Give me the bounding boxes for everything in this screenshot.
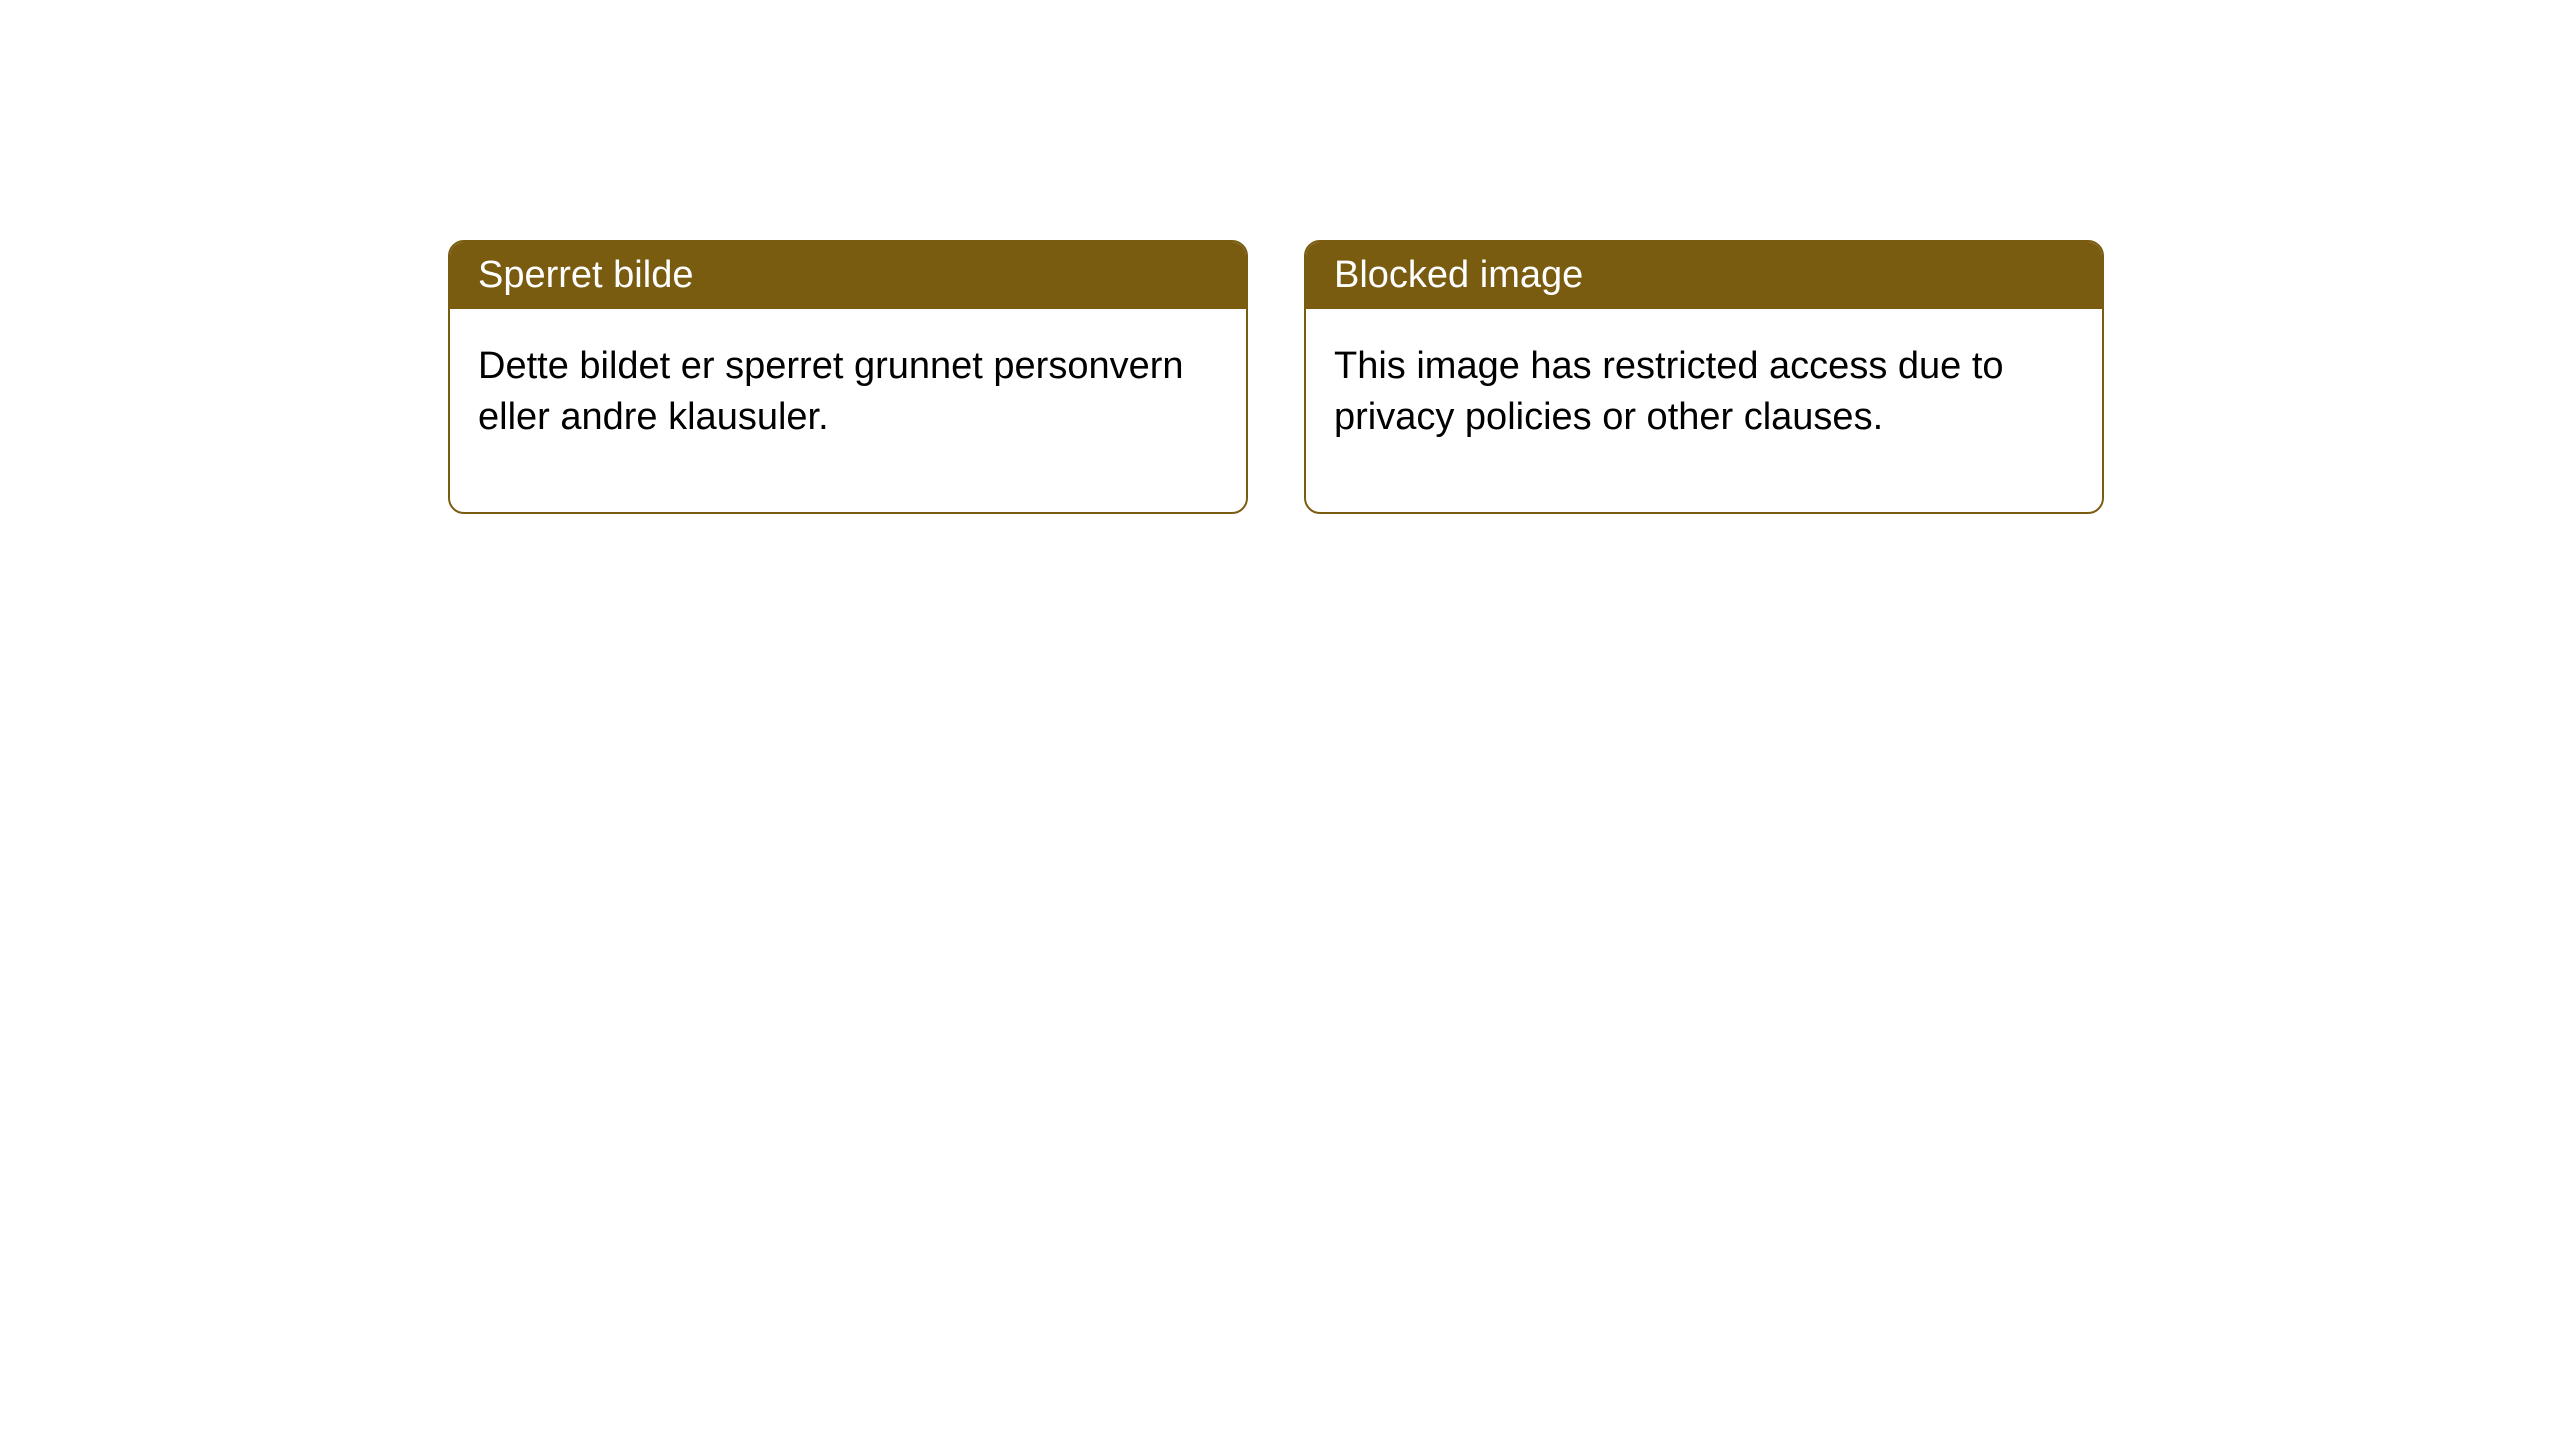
notice-title: Sperret bilde <box>450 242 1246 309</box>
notice-container: Sperret bilde Dette bildet er sperret gr… <box>0 0 2560 514</box>
notice-body: This image has restricted access due to … <box>1306 309 2102 512</box>
notice-title: Blocked image <box>1306 242 2102 309</box>
notice-card-english: Blocked image This image has restricted … <box>1304 240 2104 514</box>
notice-card-norwegian: Sperret bilde Dette bildet er sperret gr… <box>448 240 1248 514</box>
notice-body: Dette bildet er sperret grunnet personve… <box>450 309 1246 512</box>
